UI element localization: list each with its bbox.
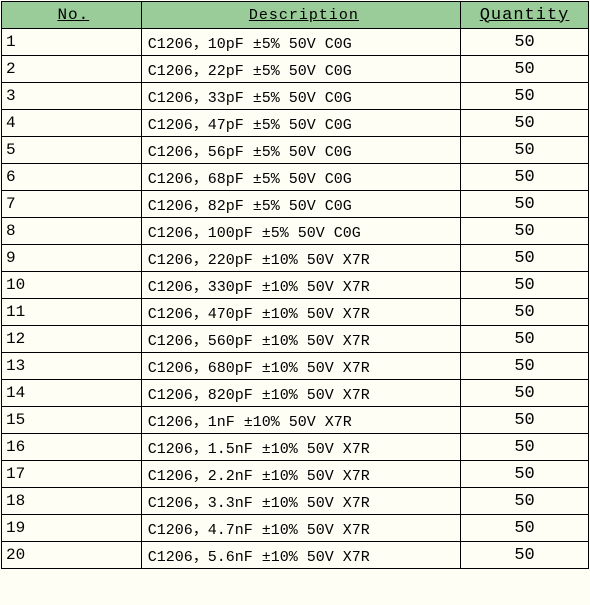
cell-no: 5 — [2, 137, 142, 164]
cell-no: 9 — [2, 245, 142, 272]
cell-description: C1206，10pF ±5% 50V C0G — [141, 29, 460, 56]
table-row: 1C1206，10pF ±5% 50V C0G50 — [2, 29, 589, 56]
cell-description: C1206，68pF ±5% 50V C0G — [141, 164, 460, 191]
cell-quantity: 50 — [461, 110, 589, 137]
table-row: 15C1206，1nF ±10% 50V X7R50 — [2, 407, 589, 434]
cell-quantity: 50 — [461, 272, 589, 299]
cell-description: C1206，1.5nF ±10% 50V X7R — [141, 434, 460, 461]
table-row: 19C1206，4.7nF ±10% 50V X7R50 — [2, 515, 589, 542]
cell-no: 20 — [2, 542, 142, 569]
cell-quantity: 50 — [461, 407, 589, 434]
cell-quantity: 50 — [461, 542, 589, 569]
cell-description: C1206，4.7nF ±10% 50V X7R — [141, 515, 460, 542]
cell-description: C1206，100pF ±5% 50V C0G — [141, 218, 460, 245]
cell-quantity: 50 — [461, 56, 589, 83]
cell-no: 8 — [2, 218, 142, 245]
cell-no: 6 — [2, 164, 142, 191]
table-row: 9C1206，220pF ±10% 50V X7R50 — [2, 245, 589, 272]
table-row: 6C1206，68pF ±5% 50V C0G50 — [2, 164, 589, 191]
cell-no: 3 — [2, 83, 142, 110]
table-row: 4C1206，47pF ±5% 50V C0G50 — [2, 110, 589, 137]
table-row: 7C1206，82pF ±5% 50V C0G50 — [2, 191, 589, 218]
cell-description: C1206，220pF ±10% 50V X7R — [141, 245, 460, 272]
table-row: 14C1206，820pF ±10% 50V X7R50 — [2, 380, 589, 407]
cell-description: C1206，2.2nF ±10% 50V X7R — [141, 461, 460, 488]
cell-no: 19 — [2, 515, 142, 542]
header-no: No. — [2, 2, 142, 29]
cell-quantity: 50 — [461, 326, 589, 353]
cell-no: 16 — [2, 434, 142, 461]
cell-description: C1206，680pF ±10% 50V X7R — [141, 353, 460, 380]
table-body: 1C1206，10pF ±5% 50V C0G502C1206，22pF ±5%… — [2, 29, 589, 569]
table-row: 5C1206，56pF ±5% 50V C0G50 — [2, 137, 589, 164]
cell-quantity: 50 — [461, 245, 589, 272]
cell-quantity: 50 — [461, 164, 589, 191]
table-row: 12C1206，560pF ±10% 50V X7R50 — [2, 326, 589, 353]
cell-no: 14 — [2, 380, 142, 407]
cell-description: C1206，1nF ±10% 50V X7R — [141, 407, 460, 434]
cell-no: 17 — [2, 461, 142, 488]
table-row: 11C1206，470pF ±10% 50V X7R50 — [2, 299, 589, 326]
table-row: 8C1206，100pF ±5% 50V C0G50 — [2, 218, 589, 245]
table-row: 17C1206，2.2nF ±10% 50V X7R50 — [2, 461, 589, 488]
cell-description: C1206，56pF ±5% 50V C0G — [141, 137, 460, 164]
cell-no: 2 — [2, 56, 142, 83]
cell-quantity: 50 — [461, 353, 589, 380]
cell-no: 10 — [2, 272, 142, 299]
cell-no: 18 — [2, 488, 142, 515]
cell-description: C1206，5.6nF ±10% 50V X7R — [141, 542, 460, 569]
cell-quantity: 50 — [461, 218, 589, 245]
cell-no: 4 — [2, 110, 142, 137]
cell-description: C1206，22pF ±5% 50V C0G — [141, 56, 460, 83]
cell-quantity: 50 — [461, 380, 589, 407]
cell-quantity: 50 — [461, 461, 589, 488]
cell-no: 12 — [2, 326, 142, 353]
cell-description: C1206，470pF ±10% 50V X7R — [141, 299, 460, 326]
cell-description: C1206，82pF ±5% 50V C0G — [141, 191, 460, 218]
table-row: 13C1206，680pF ±10% 50V X7R50 — [2, 353, 589, 380]
header-quantity: Quantity — [461, 2, 589, 29]
cell-quantity: 50 — [461, 29, 589, 56]
cell-no: 1 — [2, 29, 142, 56]
cell-description: C1206，33pF ±5% 50V C0G — [141, 83, 460, 110]
cell-quantity: 50 — [461, 83, 589, 110]
cell-no: 7 — [2, 191, 142, 218]
cell-quantity: 50 — [461, 299, 589, 326]
cell-description: C1206，330pF ±10% 50V X7R — [141, 272, 460, 299]
cell-quantity: 50 — [461, 488, 589, 515]
header-desc: Description — [141, 2, 460, 29]
table-row: 20C1206，5.6nF ±10% 50V X7R50 — [2, 542, 589, 569]
cell-quantity: 50 — [461, 515, 589, 542]
table-row: 3C1206，33pF ±5% 50V C0G50 — [2, 83, 589, 110]
table-row: 2C1206，22pF ±5% 50V C0G50 — [2, 56, 589, 83]
header-row: No. Description Quantity — [2, 2, 589, 29]
cell-quantity: 50 — [461, 434, 589, 461]
cell-quantity: 50 — [461, 191, 589, 218]
cell-no: 11 — [2, 299, 142, 326]
cell-quantity: 50 — [461, 137, 589, 164]
table-row: 16C1206，1.5nF ±10% 50V X7R50 — [2, 434, 589, 461]
cell-description: C1206，560pF ±10% 50V X7R — [141, 326, 460, 353]
cell-no: 13 — [2, 353, 142, 380]
cell-no: 15 — [2, 407, 142, 434]
cell-description: C1206，3.3nF ±10% 50V X7R — [141, 488, 460, 515]
parts-table: No. Description Quantity 1C1206，10pF ±5%… — [1, 1, 589, 569]
table-row: 18C1206，3.3nF ±10% 50V X7R50 — [2, 488, 589, 515]
cell-description: C1206，820pF ±10% 50V X7R — [141, 380, 460, 407]
table-row: 10C1206，330pF ±10% 50V X7R50 — [2, 272, 589, 299]
cell-description: C1206，47pF ±5% 50V C0G — [141, 110, 460, 137]
